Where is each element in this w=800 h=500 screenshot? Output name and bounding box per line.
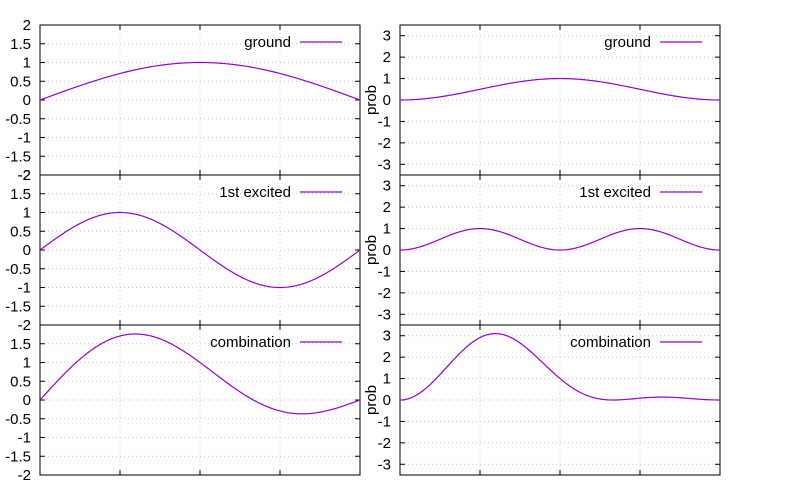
legend-label: 1st excited <box>579 184 651 201</box>
y-tick-label: 2 <box>383 349 391 366</box>
subplot-left-1: -2 1.5 10.5 0 -0.5 -1-1.5 1st excited <box>5 167 361 326</box>
y-axis-label: prob <box>363 385 380 415</box>
y-tick-label: -2 <box>18 317 31 334</box>
y-tick-label: -1 <box>378 413 391 430</box>
subplot-right-1: 3 2 1 0 -1 -2 -3 prob 1st excited <box>363 174 721 326</box>
y-tick-label: -3 <box>378 306 391 323</box>
y-axis-label: prob <box>363 235 380 265</box>
y-tick-label: 0.5 <box>10 223 31 240</box>
subplot-left-2: -2 1.5 10.5 0 -0.5 -1-1.5 -2 combination <box>5 317 361 484</box>
y-tick-label: -0.5 <box>5 261 31 278</box>
y-tick-label: -1.5 <box>5 448 31 465</box>
y-tick-label: 1 <box>383 71 391 88</box>
y-tick-label: 2 <box>383 199 391 216</box>
subplot-right-0: 3 2 1 0 -1 -2 -3 prob ground <box>363 24 721 176</box>
series-line <box>399 77 721 101</box>
series-line <box>39 61 361 101</box>
y-tick-label: -2 <box>378 435 391 452</box>
y-tick-label: -1.5 <box>5 148 31 165</box>
y-tick-label: 0 <box>23 242 31 259</box>
subplot-right-2: 3 2 1 0 -1 -2 -3 prob combination <box>363 324 721 476</box>
y-tick-label: -1 <box>18 130 31 147</box>
series-line <box>399 227 721 251</box>
y-tick-label: -2 <box>378 135 391 152</box>
y-tick-label: 0 <box>383 392 391 409</box>
y-tick-label: -1 <box>18 280 31 297</box>
legend-label: ground <box>604 34 651 51</box>
y-tick-label: 1 <box>23 55 31 72</box>
y-tick-label: 1 <box>23 355 31 372</box>
y-tick-label: -3 <box>378 456 391 473</box>
y-tick-label: -1.5 <box>5 298 31 315</box>
y-tick-label: 1 <box>383 371 391 388</box>
y-tick-label: -1 <box>378 113 391 130</box>
legend-label: combination <box>570 334 651 351</box>
y-tick-label: 0 <box>23 392 31 409</box>
y-tick-label: 3 <box>383 28 391 45</box>
y-tick-label: 3 <box>383 328 391 345</box>
y-tick-label: 1.5 <box>10 36 31 53</box>
y-axis-label: prob <box>363 85 380 115</box>
y-tick-label: 1 <box>383 221 391 238</box>
series-line <box>39 211 361 289</box>
y-tick-label: -2 <box>18 167 31 184</box>
y-tick-label: -2 <box>18 467 31 484</box>
y-tick-label: 0.5 <box>10 73 31 90</box>
legend-label: combination <box>210 334 291 351</box>
y-tick-label: 0.5 <box>10 373 31 390</box>
series-line <box>39 333 361 415</box>
subplot-left-0: 2 1.5 10.5 0 -0.5 -1-1.5 -2 ground <box>5 17 361 184</box>
y-tick-label: 2 <box>383 49 391 66</box>
y-tick-label: 0 <box>383 92 391 109</box>
y-tick-label: 1 <box>23 205 31 222</box>
y-tick-label: -0.5 <box>5 411 31 428</box>
y-tick-label: 1.5 <box>10 336 31 353</box>
y-tick-label: -1 <box>378 263 391 280</box>
y-tick-label: -0.5 <box>5 111 31 128</box>
y-tick-label: 3 <box>383 178 391 195</box>
y-tick-label: 0 <box>23 92 31 109</box>
y-tick-label: 2 <box>23 17 31 34</box>
y-tick-label: 0 <box>383 242 391 259</box>
y-tick-label: -2 <box>378 285 391 302</box>
y-tick-label: 1.5 <box>10 186 31 203</box>
legend-label: 1st excited <box>219 184 291 201</box>
series-line <box>399 333 721 401</box>
y-tick-label: -1 <box>18 430 31 447</box>
y-tick-label: -2 <box>18 167 31 184</box>
legend-label: ground <box>244 34 291 51</box>
y-tick-label: -3 <box>378 156 391 173</box>
